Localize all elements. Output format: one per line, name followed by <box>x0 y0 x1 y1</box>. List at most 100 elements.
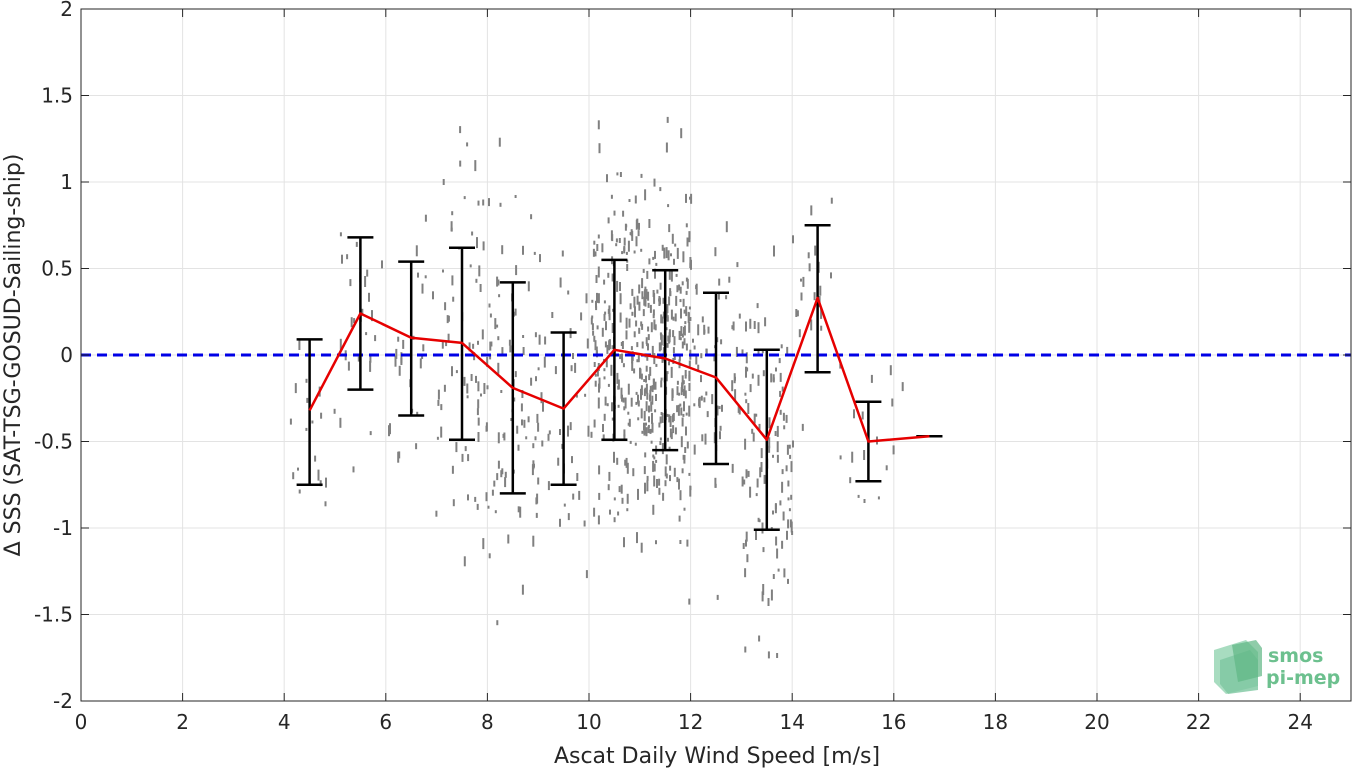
error-bar <box>652 268 679 452</box>
scatter-point <box>536 413 539 423</box>
scatter-point <box>637 394 639 404</box>
scatter-point <box>631 311 634 316</box>
scatter-point <box>319 480 322 487</box>
scatter-point <box>755 493 758 497</box>
scatter-point <box>830 272 832 279</box>
scatter-point <box>683 455 686 460</box>
scatter-point <box>514 371 517 378</box>
scatter-point <box>583 520 586 527</box>
scatter-point <box>772 574 775 579</box>
scatter-point <box>774 431 777 436</box>
scatter-point <box>679 286 682 294</box>
scatter-point <box>515 265 518 276</box>
scatter-point <box>593 335 596 342</box>
scatter-point <box>641 323 644 330</box>
scatter-point <box>466 395 469 399</box>
y-tick-label: -1.5 <box>34 603 73 627</box>
scatter-point <box>636 295 639 305</box>
scatter-point <box>653 456 656 460</box>
scatter-point <box>668 446 671 451</box>
scatter-point <box>683 338 686 346</box>
scatter-point <box>681 385 684 393</box>
scatter-point <box>700 375 702 383</box>
scatter-point <box>496 324 499 328</box>
scatter-point <box>658 298 661 302</box>
scatter-point <box>786 444 789 455</box>
scatter-point <box>645 365 648 372</box>
scatter-point <box>863 450 866 460</box>
scatter-point <box>504 477 507 488</box>
scatter-point <box>607 383 610 387</box>
scatter-point <box>451 366 453 377</box>
scatter-point <box>649 389 652 396</box>
scatter-point <box>397 336 400 342</box>
scatter-point <box>802 276 805 287</box>
scatter-point <box>655 363 658 367</box>
mean-line-path <box>308 296 930 443</box>
scatter-point <box>693 345 696 350</box>
scatter-point <box>629 303 632 310</box>
scatter-point <box>611 260 613 265</box>
scatter-point <box>537 367 540 371</box>
scatter-point <box>637 488 639 500</box>
scatter-point <box>635 391 638 395</box>
scatter-point <box>476 408 479 416</box>
scatter-point <box>810 205 813 216</box>
scatter-point <box>578 490 581 500</box>
scatter-point <box>762 547 765 553</box>
scatter-point <box>629 232 632 236</box>
scatter-point <box>628 418 631 427</box>
scatter-point <box>596 292 598 303</box>
scatter-point <box>559 277 562 288</box>
scatter-point <box>738 313 741 319</box>
scatter-point <box>789 454 792 459</box>
scatter-point <box>653 353 656 365</box>
scatter-point <box>689 196 691 200</box>
scatter-point <box>494 318 497 330</box>
scatter-point <box>475 278 478 283</box>
scatter-point <box>477 340 479 345</box>
scatter-point <box>870 374 873 383</box>
scatter-point <box>547 481 550 491</box>
scatter-point <box>481 329 484 340</box>
scatter-point <box>666 116 669 123</box>
scatter-point <box>587 425 590 437</box>
scatter-point <box>617 379 620 390</box>
scatter-point <box>744 438 747 450</box>
scatter-point <box>655 394 657 401</box>
scatter-point <box>683 507 686 511</box>
scatter-point <box>678 354 681 361</box>
scatter-point <box>661 412 664 423</box>
scatter-point <box>605 321 607 331</box>
scatter-point <box>455 442 458 453</box>
scatter-point <box>695 285 698 290</box>
scatter-point <box>757 374 760 386</box>
scatter-point <box>611 273 614 282</box>
scatter-point <box>531 464 534 476</box>
scatter-point <box>502 433 505 438</box>
scatter-point <box>636 218 639 229</box>
scatter-point <box>498 294 501 298</box>
scatter-point <box>447 315 450 322</box>
y-axis-label: Δ SSS (SAT-TSG-GOSUD-Sailing-ship) <box>1 154 26 557</box>
scatter-point <box>755 530 757 540</box>
scatter-point <box>676 405 679 413</box>
scatter-point <box>686 278 689 289</box>
scatter-point <box>590 317 593 325</box>
scatter-point <box>668 224 671 233</box>
scatter-point <box>617 404 620 408</box>
scatter-point <box>561 443 564 449</box>
scatter-point <box>645 383 648 394</box>
scatter-point <box>669 291 672 297</box>
scatter-point <box>476 503 479 510</box>
scatter-point <box>631 288 634 296</box>
scatter-point <box>651 345 654 356</box>
scatter-point <box>747 470 750 477</box>
scatter-point <box>680 128 683 139</box>
scatter-point <box>490 341 493 347</box>
scatter-point <box>557 457 560 466</box>
scatter-point <box>668 361 670 366</box>
scatter-point <box>648 405 650 413</box>
scatter-point <box>580 312 583 321</box>
scatter-point <box>673 336 676 346</box>
